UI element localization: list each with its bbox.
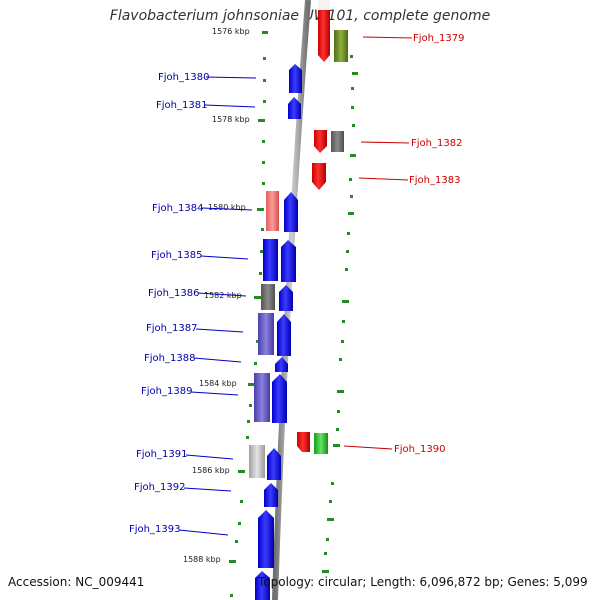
gene-label-fjoh-1389[interactable]: Fjoh_1389 [141,386,192,397]
gene-fjoh-1380[interactable] [289,64,302,93]
gene-fjoh-1389[interactable] [254,373,287,423]
gene-label-fjoh-1388[interactable]: Fjoh_1388 [144,353,195,364]
kbp-label: 1580 kbp [208,203,246,212]
gene-label-fjoh-1384[interactable]: Fjoh_1384 [152,203,203,214]
gene-label-fjoh-1392[interactable]: Fjoh_1392 [134,482,185,493]
gene-label-fjoh-1380[interactable]: Fjoh_1380 [158,72,209,83]
gene-fjoh-1393[interactable] [255,510,274,600]
gene-fjoh-1387[interactable] [258,313,291,356]
gene-fjoh-1392[interactable] [264,483,278,507]
gene-fjoh-1384[interactable] [266,191,298,232]
kbp-label: 1584 kbp [199,379,237,388]
gene-label-fjoh-1381[interactable]: Fjoh_1381 [156,100,207,111]
kbp-label: 1588 kbp [183,555,221,564]
kbp-label: 1582 kbp [204,291,242,300]
gene-fjoh-1388[interactable] [275,357,288,372]
gene-fjoh-1386[interactable] [261,284,293,311]
gene-label-fjoh-1385[interactable]: Fjoh_1385 [151,250,202,261]
gene-label-fjoh-1379[interactable]: Fjoh_1379 [413,33,464,44]
gene-label-fjoh-1390[interactable]: Fjoh_1390 [394,444,445,455]
kbp-label: 1576 kbp [212,27,250,36]
accession-text: Accession: NC_009441 [8,575,145,589]
tick-marks-left [229,31,268,597]
kbp-scale: 1576 kbp 1578 kbp 1580 kbp 1582 kbp 1584… [183,27,250,564]
gene-label-fjoh-1393[interactable]: Fjoh_1393 [129,524,180,535]
gene-fjoh-1383[interactable] [312,163,326,190]
kbp-label: 1586 kbp [192,466,230,475]
gene-labels-right: Fjoh_1379 Fjoh_1382 Fjoh_1383 Fjoh_1390 [343,33,464,455]
gene-fjoh-1385[interactable] [263,239,296,282]
gene-fjoh-1382[interactable] [314,130,344,153]
gene-fjoh-1379[interactable] [318,0,348,62]
kbp-label: 1578 kbp [212,115,250,124]
genome-title: Flavobacterium johnsoniae UW101, complet… [109,8,491,24]
gene-label-fjoh-1383[interactable]: Fjoh_1383 [409,175,460,186]
gene-fjoh-1391[interactable] [249,445,281,480]
tick-marks-right [322,55,358,573]
topology-text: Topology: circular; Length: 6,096,872 bp… [258,575,588,589]
gene-label-fjoh-1386[interactable]: Fjoh_1386 [148,288,199,299]
gene-label-fjoh-1391[interactable]: Fjoh_1391 [136,449,187,460]
gene-label-fjoh-1387[interactable]: Fjoh_1387 [146,323,197,334]
gene-labels-left: Fjoh_1380 Fjoh_1381 Fjoh_1384 Fjoh_1385 … [129,72,257,536]
gene-fjoh-1390[interactable] [297,432,328,454]
gene-label-fjoh-1382[interactable]: Fjoh_1382 [411,138,462,149]
gene-fjoh-1381[interactable] [288,97,301,119]
